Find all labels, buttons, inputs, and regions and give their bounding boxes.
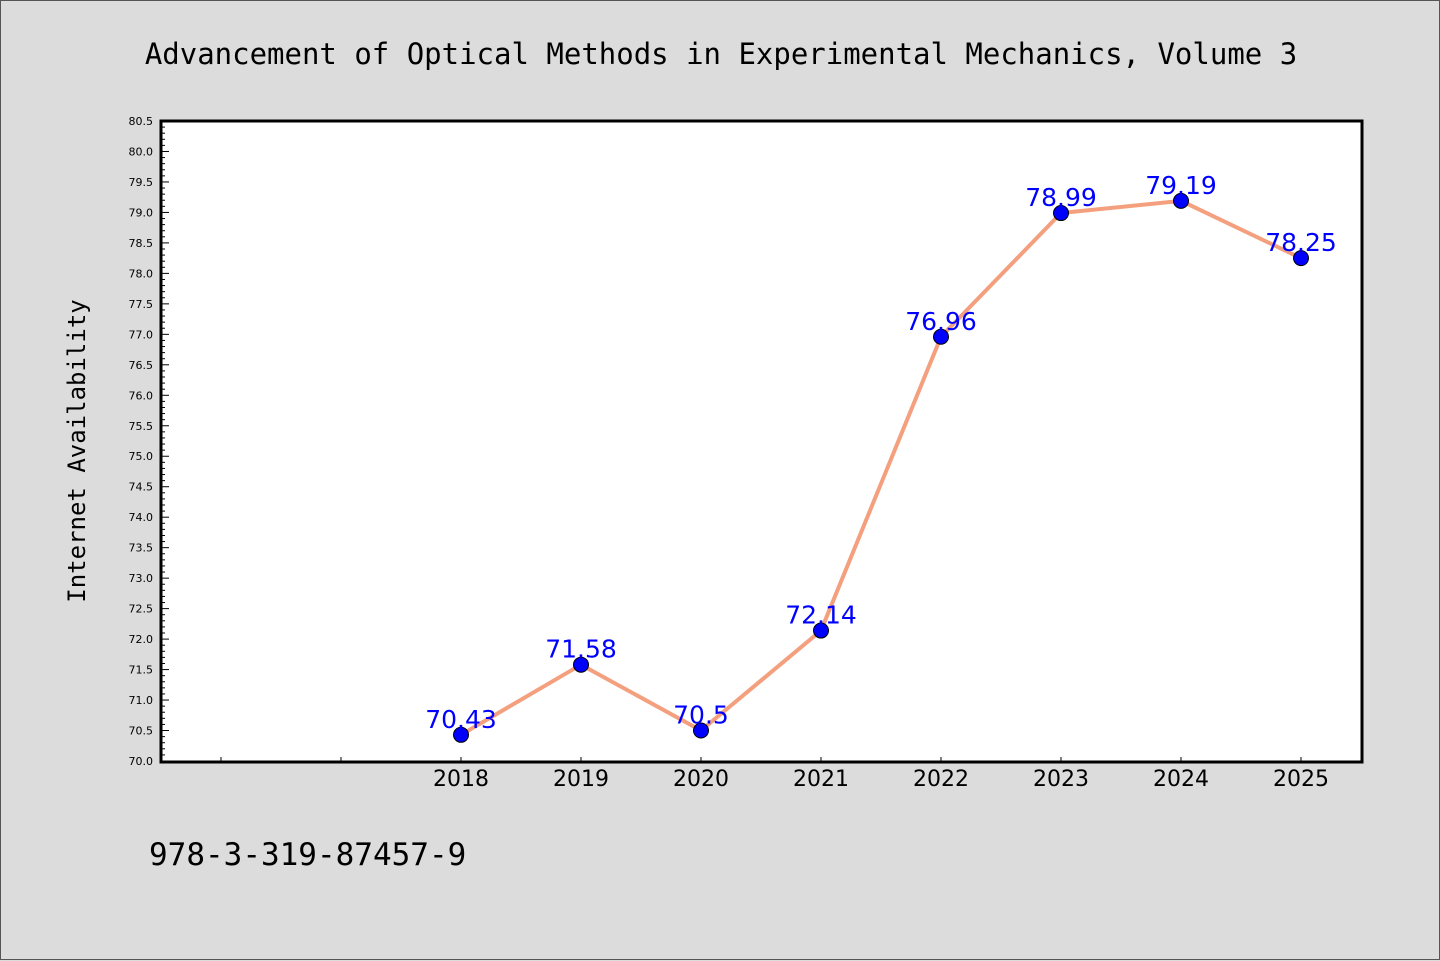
x-tick-label: 2022 xyxy=(913,767,969,792)
data-point-marker xyxy=(693,722,709,739)
data-label: 70.43 xyxy=(425,705,497,734)
data-label: 78.99 xyxy=(1025,183,1097,212)
x-tick-label: 2024 xyxy=(1153,767,1209,792)
data-point-marker xyxy=(573,656,589,673)
data-point-marker xyxy=(1293,250,1309,267)
data-point-marker xyxy=(1053,205,1069,222)
data-label: 79.19 xyxy=(1145,171,1217,200)
y-tick-label: 77.5 xyxy=(129,298,154,311)
y-axis-label: Internet Availability xyxy=(63,299,91,602)
y-tick-label: 79.5 xyxy=(129,176,154,189)
y-tick-label: 71.5 xyxy=(129,664,154,677)
y-tick-label: 71.0 xyxy=(129,694,154,707)
y-tick-label: 73.5 xyxy=(129,542,154,555)
x-tick-label: 2021 xyxy=(793,767,849,792)
y-tick-label: 78.0 xyxy=(129,267,154,280)
y-tick-label: 75.0 xyxy=(129,450,154,463)
isbn-text: 978-3-319-87457-9 xyxy=(149,837,466,873)
y-tick-label: 78.5 xyxy=(129,237,154,250)
plot-area xyxy=(159,119,1364,764)
y-tick-label: 70.5 xyxy=(129,725,154,738)
y-tick-label: 79.0 xyxy=(129,206,154,219)
y-tick-label: 76.5 xyxy=(129,359,154,372)
x-axis: 2018 2019 2020 2021 2022 2023 2024 2025 xyxy=(220,757,1329,792)
x-tick-label: 2025 xyxy=(1273,767,1329,792)
y-axis: 70.0 70.5 71.0 71.5 72.0 72.5 73.0 73.5 74.0 74.5… xyxy=(129,115,169,768)
y-tick-label: 73.0 xyxy=(129,572,154,585)
data-point-marker xyxy=(933,328,949,345)
data-label: 70.5 xyxy=(673,701,729,730)
x-tick-label: 2018 xyxy=(433,767,489,792)
chart-title: Advancement of Optical Methods in Experi… xyxy=(145,37,1297,71)
y-tick-label: 75.5 xyxy=(129,420,154,433)
data-point-marker xyxy=(813,622,829,639)
y-tick-label: 74.5 xyxy=(129,481,154,494)
series-layer: 70.43 71.58 70.5 72.14 76.96 78.99 79.19 78.25 xyxy=(425,171,1337,743)
y-tick-label: 76.0 xyxy=(129,389,154,402)
y-tick-label: 70.0 xyxy=(129,755,154,768)
data-label: 71.58 xyxy=(545,635,617,664)
data-point-marker xyxy=(453,726,469,743)
y-tick-label: 77.0 xyxy=(129,328,154,341)
data-label: 76.96 xyxy=(905,307,977,336)
y-tick-label: 72.5 xyxy=(129,603,154,616)
y-tick-label: 80.0 xyxy=(129,145,154,158)
y-tick-label: 74.0 xyxy=(129,511,154,524)
series-line xyxy=(459,198,1303,737)
x-tick-label: 2023 xyxy=(1033,767,1089,792)
y-tick-label: 72.0 xyxy=(129,633,154,646)
data-label: 78.25 xyxy=(1265,228,1337,257)
data-label: 72.14 xyxy=(785,601,857,630)
data-point-marker xyxy=(1173,192,1189,209)
x-tick-label: 2020 xyxy=(673,767,729,792)
x-tick-label: 2019 xyxy=(553,767,609,792)
y-tick-label: 80.5 xyxy=(129,115,154,128)
